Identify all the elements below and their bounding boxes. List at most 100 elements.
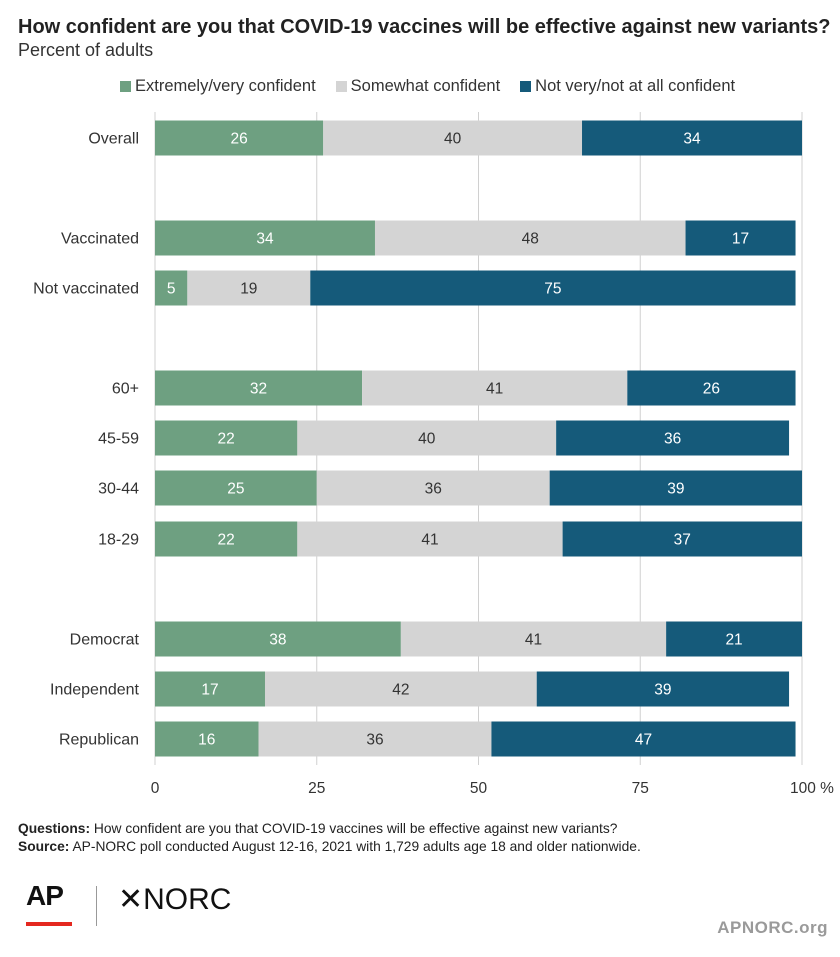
bar-value-label: 25 <box>227 481 244 498</box>
category-labels: Overall Vaccinated Not vaccinated 60+ 45-59 3… <box>33 131 139 749</box>
stacked-bar-chart: 26 40 34 34 48 17 5 19 75 32 41 26 22 40 36 25 36 39 22 41 3… <box>33 112 835 797</box>
bar-value-label: 26 <box>703 381 720 398</box>
x-tick-label: 25 <box>308 780 325 797</box>
bar-value-label: 16 <box>198 732 215 749</box>
legend-item-notvery: Not very/not at all confident <box>520 77 735 96</box>
bar-segment <box>556 420 790 456</box>
category-label: 30-44 <box>98 481 139 498</box>
x-axis-ticks: 0 25 50 75 100 % <box>151 780 835 797</box>
bar-segment <box>685 220 796 256</box>
bar-segment <box>155 270 188 306</box>
questions-label: Questions: <box>18 821 91 836</box>
bar-value-label: 75 <box>544 281 561 298</box>
legend-label-extremely: Extremely/very confident <box>135 77 316 95</box>
bar-value-label: 38 <box>269 632 286 649</box>
ap-logo: AP <box>26 880 64 911</box>
bar-segment <box>155 220 375 256</box>
category-label: Republican <box>59 732 139 749</box>
bar-segment <box>155 470 317 506</box>
category-label: 60+ <box>112 381 139 398</box>
questions-text: How confident are you that COVID-19 vacc… <box>90 821 618 836</box>
site-url: APNORC.org <box>717 918 828 937</box>
bar-value-label: 39 <box>654 682 671 699</box>
bar-segment <box>374 220 686 256</box>
logo-divider <box>96 886 97 926</box>
bar-value-label: 41 <box>421 532 438 549</box>
source-text: AP-NORC poll conducted August 12-16, 202… <box>69 839 641 854</box>
bar-value-label: 41 <box>486 381 503 398</box>
bar-value-label: 19 <box>240 281 257 298</box>
bar-segment <box>310 270 796 306</box>
bar-value-label: 34 <box>683 131 701 148</box>
bar-value-label: 32 <box>250 381 267 398</box>
chart-notes: Questions: How confident are you that CO… <box>18 820 641 856</box>
legend-item-somewhat: Somewhat confident <box>335 77 501 96</box>
bar-value-label: 17 <box>732 231 749 248</box>
category-label: 18-29 <box>98 532 139 549</box>
legend-swatch-somewhat <box>335 81 347 92</box>
category-label: Independent <box>50 682 140 699</box>
bar-value-label: 22 <box>218 532 235 549</box>
bar-value-label: 36 <box>664 431 681 448</box>
bar-value-label: 40 <box>418 431 436 448</box>
bar-segment <box>666 621 802 657</box>
bar-segment <box>323 120 583 156</box>
bar-value-label: 21 <box>725 632 742 649</box>
bar-segment <box>536 671 790 707</box>
questions-note: Questions: How confident are you that CO… <box>18 820 641 838</box>
bar-segment <box>187 270 311 306</box>
bar-value-label: 34 <box>256 231 274 248</box>
bar-segment <box>155 671 265 707</box>
bar-segment <box>155 721 259 757</box>
bar-segment <box>297 420 557 456</box>
bar-segment <box>155 420 298 456</box>
bar-value-label: 5 <box>167 281 176 298</box>
bar-segment <box>316 470 550 506</box>
bar-segment <box>549 470 802 506</box>
bar-value-label: 36 <box>366 732 383 749</box>
legend-swatch-notvery <box>520 81 532 92</box>
bar-value-label: 17 <box>201 682 218 699</box>
bar-segment <box>155 521 298 557</box>
bar-segment <box>562 521 802 557</box>
category-label: Not vaccinated <box>33 281 139 298</box>
bar-value-label: 41 <box>525 632 542 649</box>
x-tick-label: 0 <box>151 780 160 797</box>
bar-value-label: 47 <box>635 732 652 749</box>
norc-logo: ✕NORC <box>118 883 232 916</box>
legend-label-somewhat: Somewhat confident <box>350 77 501 95</box>
bars: 26 40 34 34 48 17 5 19 75 32 41 26 22 40 36 25 36 39 22 41 3… <box>155 120 802 757</box>
bar-value-label: 40 <box>444 131 462 148</box>
x-tick-label: 50 <box>470 780 488 797</box>
bar-segment <box>400 621 667 657</box>
legend-item-extremely: Extremely/very confident <box>120 77 316 96</box>
category-label: Vaccinated <box>61 231 139 248</box>
source-label: Source: <box>18 839 70 854</box>
bar-value-label: 39 <box>667 481 684 498</box>
category-label: Democrat <box>70 632 140 649</box>
bar-value-label: 36 <box>425 481 442 498</box>
bar-value-label: 42 <box>392 682 409 699</box>
bar-value-label: 37 <box>674 532 691 549</box>
ap-logo-underline <box>26 922 72 926</box>
bar-segment <box>297 521 563 557</box>
bar-segment <box>362 370 628 406</box>
category-label: Overall <box>88 131 139 148</box>
bar-segment <box>155 120 324 156</box>
bar-value-label: 26 <box>230 131 247 148</box>
bar-segment <box>155 621 401 657</box>
bar-segment <box>491 721 796 757</box>
bar-segment <box>155 370 363 406</box>
bar-segment <box>264 671 537 707</box>
bar-segment <box>627 370 796 406</box>
bar-segment <box>258 721 492 757</box>
legend-swatch-extremely <box>120 81 131 92</box>
chart-title: How confident are you that COVID-19 vacc… <box>18 16 831 38</box>
legend-label-notvery: Not very/not at all confident <box>535 77 736 95</box>
bar-value-label: 48 <box>522 231 539 248</box>
legend: Extremely/very confident Somewhat confid… <box>120 77 735 96</box>
bar-value-label: 22 <box>218 431 235 448</box>
x-tick-label: 100 % <box>790 780 834 797</box>
category-label: 45-59 <box>98 431 139 448</box>
source-note: Source: AP-NORC poll conducted August 12… <box>18 838 641 856</box>
